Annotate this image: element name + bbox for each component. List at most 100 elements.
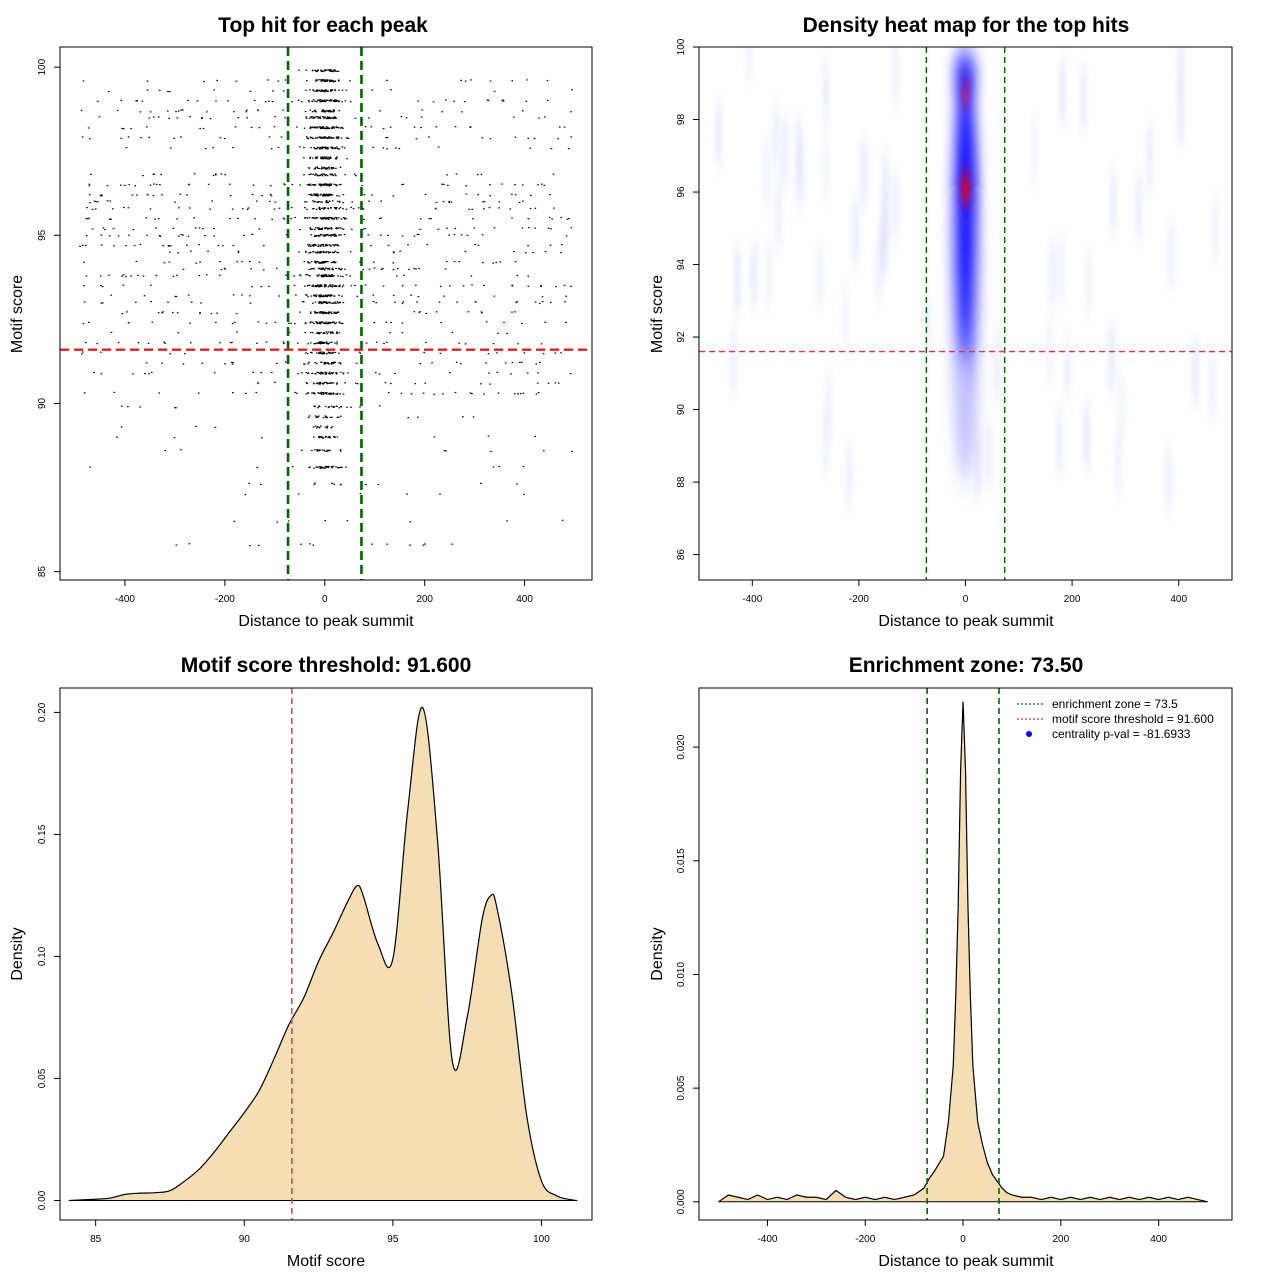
scatter-point xyxy=(544,321,547,323)
y-tick-label: 100 xyxy=(676,38,687,55)
scatter-point xyxy=(549,194,551,196)
scatter-point xyxy=(518,201,521,204)
scatter-point xyxy=(201,362,204,364)
scatter-point xyxy=(464,250,467,253)
scatter-point xyxy=(469,392,472,394)
scatter-point xyxy=(157,312,160,314)
x-tick-label: 0 xyxy=(322,594,328,605)
y-tick-label: 86 xyxy=(676,549,687,561)
scatter-point xyxy=(509,208,512,210)
scatter-point xyxy=(304,207,306,209)
scatter-point xyxy=(328,116,331,118)
scatter-point xyxy=(323,296,325,298)
scatter-point xyxy=(510,373,512,375)
scatter-point xyxy=(408,268,410,271)
scatter-point xyxy=(186,244,188,246)
scatter-point xyxy=(200,302,202,304)
scatter-point xyxy=(246,117,248,119)
scatter-point xyxy=(329,183,331,185)
scatter-point xyxy=(101,286,104,288)
scatter-point xyxy=(270,371,273,374)
scatter-point xyxy=(320,251,322,254)
scatter-point xyxy=(340,415,342,417)
scatter-point xyxy=(400,116,403,118)
scatter-point xyxy=(441,111,443,113)
scatter-point xyxy=(322,352,325,355)
scatter-point xyxy=(487,99,490,101)
scatter-point xyxy=(110,331,113,333)
scatter-point xyxy=(307,392,310,394)
heatmap-streak xyxy=(1209,355,1216,416)
scatter-point xyxy=(169,353,171,355)
scatter-point xyxy=(332,100,335,102)
scatter-point xyxy=(316,227,319,229)
scatter-point xyxy=(319,228,322,231)
heatmap-streak xyxy=(1167,224,1174,285)
scatter-point xyxy=(158,89,161,91)
scatter-point xyxy=(449,372,451,374)
scatter-point xyxy=(338,321,341,324)
scatter-point xyxy=(183,352,186,355)
scatter-point xyxy=(325,69,327,72)
scatter-point xyxy=(310,295,313,297)
scatter-point xyxy=(325,416,327,418)
scatter-point xyxy=(317,322,319,324)
scatter-point xyxy=(481,312,483,314)
scatter-point xyxy=(336,331,338,333)
scatter-point xyxy=(439,285,442,288)
scatter-point xyxy=(102,227,105,229)
scatter-point xyxy=(335,99,338,101)
scatter-point xyxy=(318,392,320,394)
scatter-point xyxy=(511,217,513,219)
x-tick-label: -400 xyxy=(757,1234,777,1245)
scatter-point xyxy=(329,99,332,101)
scatter-point xyxy=(309,321,312,323)
scatter-point xyxy=(499,261,502,263)
scatter-point xyxy=(546,79,549,82)
scatter-point xyxy=(527,285,530,287)
scatter-point xyxy=(282,90,285,92)
scatter-point xyxy=(120,184,122,186)
scatter-point xyxy=(299,228,301,231)
heatmap-streak xyxy=(1165,448,1172,509)
scatter-point xyxy=(212,147,215,149)
scatter-point xyxy=(461,111,463,113)
scatter-point xyxy=(544,251,547,253)
scatter-point xyxy=(523,352,526,354)
scatter-point xyxy=(322,275,325,277)
scatter-point xyxy=(149,184,152,186)
scatter-point xyxy=(250,126,253,129)
scatter-point xyxy=(306,137,309,139)
scatter-point xyxy=(326,174,329,177)
scatter-point xyxy=(380,200,382,202)
scatter-point xyxy=(317,342,320,344)
scatter-point xyxy=(345,274,348,276)
heatmap-blue-band xyxy=(954,70,977,365)
scatter-point xyxy=(89,202,91,204)
scatter-point xyxy=(317,284,319,286)
scatter-point xyxy=(513,393,516,395)
scatter-point xyxy=(328,218,330,221)
scatter-point xyxy=(342,201,344,204)
scatter-point xyxy=(158,392,160,394)
scatter-point xyxy=(146,80,149,82)
scatter-point xyxy=(323,90,325,93)
scatter-point xyxy=(317,267,320,269)
scatter-point xyxy=(128,322,130,324)
scatter-point xyxy=(343,233,346,236)
scatter-point xyxy=(100,373,103,375)
scatter-point xyxy=(335,175,337,177)
scatter-point xyxy=(336,343,338,345)
scatter-point xyxy=(337,136,340,138)
scatter-point xyxy=(331,275,334,278)
scatter-point xyxy=(325,331,328,333)
scatter-point xyxy=(329,217,332,219)
scatter-point xyxy=(466,234,469,236)
scatter-point xyxy=(255,200,258,202)
scatter-point xyxy=(399,250,401,252)
scatter-point xyxy=(125,244,127,247)
scatter-point xyxy=(333,100,335,103)
scatter-point xyxy=(327,331,330,333)
scatter-point xyxy=(487,353,490,355)
scatter-point xyxy=(325,274,328,276)
